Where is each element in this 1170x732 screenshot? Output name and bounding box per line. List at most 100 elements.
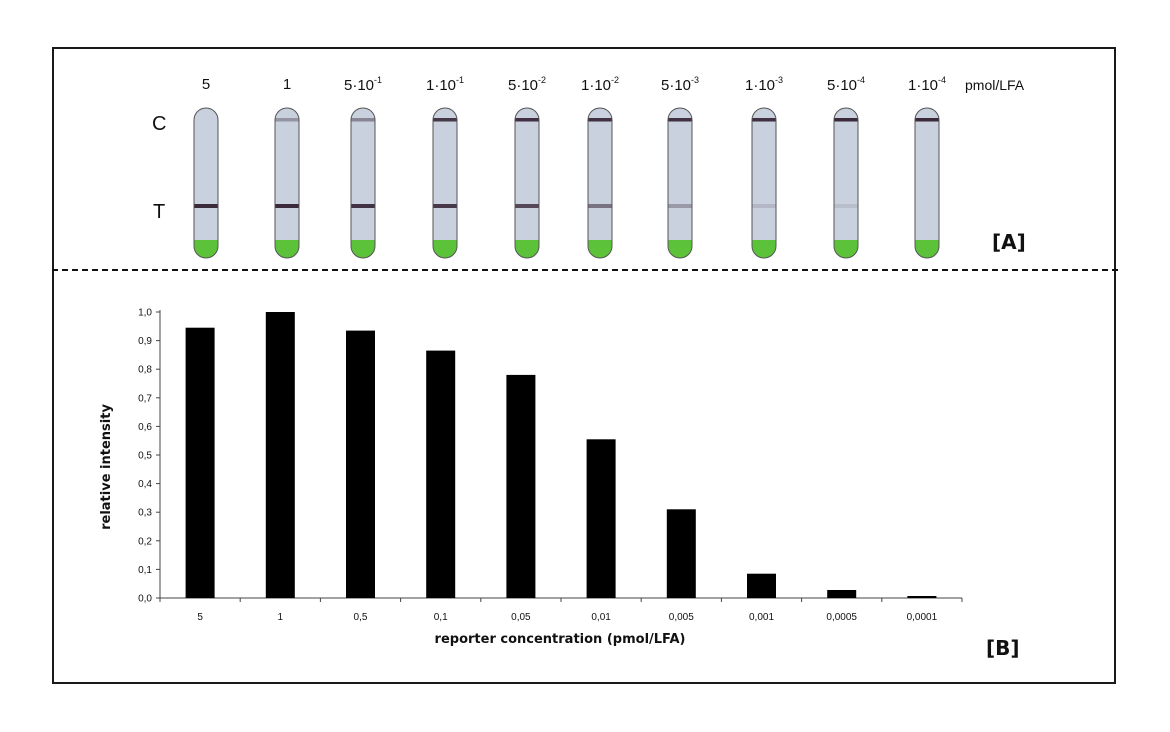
- bar: [907, 596, 937, 598]
- y-tick-label: 0,5: [138, 451, 152, 462]
- strip-body: [588, 108, 612, 258]
- strip-outline: [751, 107, 777, 259]
- concentration-exponent: -2: [538, 75, 547, 85]
- sample-pad: [351, 240, 375, 258]
- concentration-base: 5·10: [343, 77, 375, 94]
- x-tick-label: 0,005: [669, 612, 694, 623]
- x-tick-label: 0,01: [591, 612, 611, 623]
- strip-body: [834, 108, 858, 258]
- sample-pad: [515, 240, 539, 258]
- sample-pad: [433, 240, 457, 258]
- strip-body: [275, 108, 299, 258]
- strip-outline: [514, 107, 540, 259]
- concentration-base: 5·10: [826, 77, 858, 94]
- x-tick-label: 0,001: [749, 612, 774, 623]
- x-axis-title: reporter concentration (pmol/LFA): [435, 632, 686, 647]
- concentration-base: 5·10: [660, 77, 692, 94]
- concentration-label: 1·10-1: [425, 75, 465, 94]
- strip-outline: [193, 107, 219, 259]
- lfa-strip: [751, 107, 777, 259]
- concentration-exponent: -1: [374, 75, 383, 85]
- concentration-base: 5·10: [507, 77, 539, 94]
- strip-body: [668, 108, 692, 258]
- concentration-base: 1·10: [580, 77, 612, 94]
- lfa-strip: [193, 107, 219, 259]
- control-line-label: C: [152, 113, 167, 135]
- sample-pad: [588, 240, 612, 258]
- strip-body: [194, 108, 218, 258]
- concentration-exponent: -1: [456, 75, 465, 85]
- x-tick-label: 0,0005: [826, 612, 857, 623]
- unit-label: pmol/LFA: [965, 77, 1025, 93]
- strip-outline: [587, 107, 613, 259]
- concentration-label: 1·10-4: [907, 75, 947, 94]
- y-axis-title: relative intensity: [99, 404, 114, 530]
- sample-pad: [194, 240, 218, 258]
- strip-outline: [274, 107, 300, 259]
- y-tick-label: 0,9: [138, 336, 152, 347]
- test-line: [351, 204, 375, 208]
- bar: [506, 374, 536, 598]
- x-tick-label: 5: [197, 612, 203, 623]
- concentration-label: 1·10-3: [745, 75, 784, 94]
- strip-outline: [667, 107, 693, 259]
- bar: [747, 573, 776, 598]
- lfa-strip: [514, 107, 540, 259]
- lfa-strip: [432, 107, 458, 259]
- test-line: [834, 204, 858, 208]
- control-line: [433, 118, 457, 122]
- control-line: [351, 118, 375, 122]
- bar: [426, 350, 456, 598]
- y-tick-label: 0,7: [138, 393, 152, 404]
- control-line: [275, 118, 299, 122]
- concentration-exponent: -2: [611, 75, 620, 85]
- x-tick-label: 0,1: [434, 612, 448, 623]
- lfa-strips: [193, 107, 940, 259]
- sample-pad: [275, 240, 299, 258]
- control-line: [915, 118, 939, 122]
- panel-divider: [52, 269, 1118, 271]
- strip-body: [351, 108, 375, 258]
- sample-pad: [668, 240, 692, 258]
- y-tick-label: 0,6: [138, 422, 152, 433]
- concentration-base: 1·10: [907, 77, 939, 94]
- concentration-label: 1: [283, 76, 291, 93]
- test-line: [515, 204, 539, 208]
- y-tick-label: 0,2: [138, 536, 152, 547]
- concentration-label: 5·10-3: [660, 75, 699, 94]
- y-tick-label: 1,0: [138, 308, 152, 319]
- test-line: [194, 204, 218, 208]
- bar-chart: relative intensity reporter concentratio…: [99, 308, 963, 647]
- concentration-exponent: -4: [938, 75, 947, 85]
- concentration-base: 1·10: [425, 77, 457, 94]
- bar: [265, 312, 295, 598]
- panel-a-tag: [A]: [992, 230, 1026, 254]
- x-tick-label: 1: [278, 612, 284, 623]
- lfa-strip: [667, 107, 693, 259]
- bar: [666, 509, 696, 598]
- sample-pad: [834, 240, 858, 258]
- bar: [827, 590, 857, 598]
- sample-pad: [915, 240, 939, 258]
- concentration-label: 5·10-4: [826, 75, 866, 94]
- y-tick-label: 0,8: [138, 365, 152, 376]
- concentration-base: 5: [201, 76, 211, 93]
- concentration-exponent: -3: [775, 75, 784, 85]
- test-line: [752, 204, 776, 208]
- lfa-strip: [587, 107, 613, 259]
- strip-body: [433, 108, 457, 258]
- test-line: [588, 204, 612, 208]
- concentration-label: 5·10-2: [507, 75, 547, 94]
- lfa-strip: [350, 107, 376, 259]
- control-line: [588, 118, 612, 122]
- bar: [346, 330, 375, 598]
- control-line: [752, 118, 776, 122]
- strip-body: [515, 108, 539, 258]
- concentration-exponent: -4: [857, 75, 866, 85]
- x-tick-label: 0,05: [511, 612, 531, 623]
- strip-body: [752, 108, 776, 258]
- panel-b-tag: [B]: [986, 636, 1020, 660]
- bar: [185, 327, 215, 598]
- control-line: [515, 118, 539, 122]
